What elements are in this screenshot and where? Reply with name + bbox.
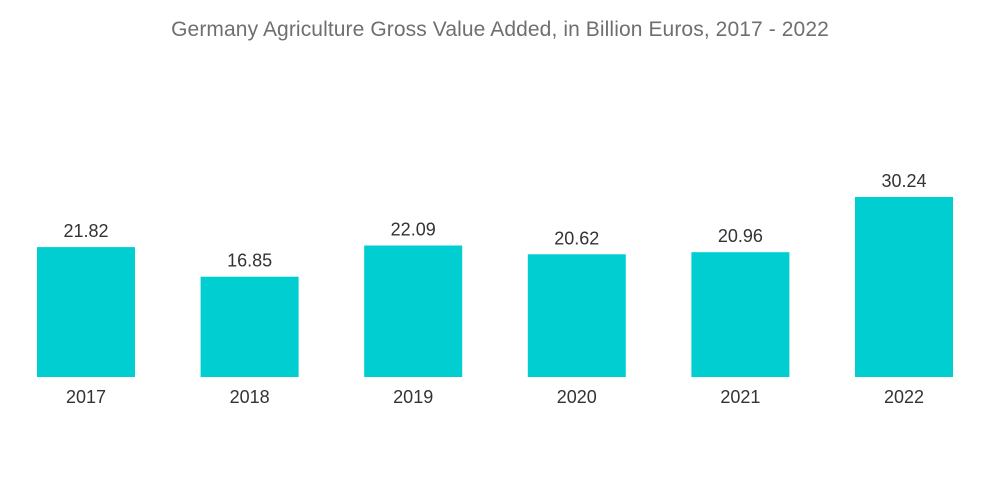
bar-2017	[37, 247, 135, 377]
bar-2021	[691, 252, 790, 377]
value-label-2018: 16.85	[227, 251, 272, 271]
value-label-2019: 22.09	[391, 220, 436, 240]
value-label-2022: 30.24	[881, 171, 926, 191]
x-tick-label-2021: 2021	[720, 387, 760, 407]
value-label-2020: 20.62	[554, 228, 599, 248]
bar-2022	[855, 197, 953, 377]
value-label-2021: 20.96	[718, 226, 763, 246]
bar-2018	[200, 276, 299, 377]
value-label-2017: 21.82	[63, 221, 108, 241]
x-tick-label-2019: 2019	[393, 387, 433, 407]
bar-2020	[527, 254, 626, 377]
x-tick-label-2017: 2017	[66, 387, 106, 407]
bar-2019	[364, 245, 463, 377]
chart-title: Germany Agriculture Gross Value Added, i…	[171, 18, 829, 41]
x-tick-label-2022: 2022	[884, 387, 924, 407]
x-tick-label-2020: 2020	[557, 387, 597, 407]
x-tick-label-2018: 2018	[230, 387, 270, 407]
